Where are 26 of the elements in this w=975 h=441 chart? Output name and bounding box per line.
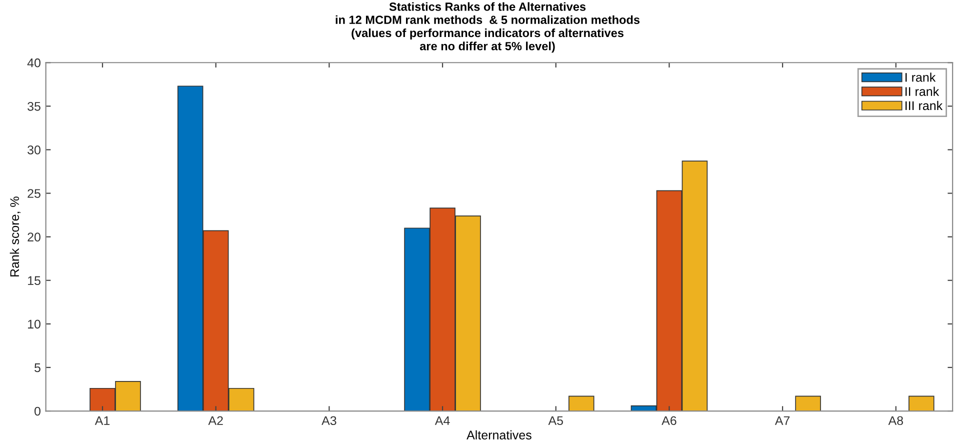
x-axis-title: Alternatives bbox=[466, 430, 532, 440]
y-tick-label: 20 bbox=[28, 232, 40, 242]
x-tick-label: A1 bbox=[94, 416, 110, 425]
y-tick-label: 0 bbox=[34, 406, 40, 416]
x-tick-label: A7 bbox=[774, 416, 790, 425]
y-tick-label: 35 bbox=[28, 102, 40, 111]
y-tick-label: 5 bbox=[34, 363, 40, 372]
legend-label: I rank bbox=[906, 72, 936, 82]
bar bbox=[568, 396, 594, 412]
y-tick-label: 15 bbox=[28, 276, 40, 286]
y-tick-label: 10 bbox=[28, 320, 40, 329]
y-axis-title: Rank score, % bbox=[10, 196, 21, 276]
y-tick-label: 40 bbox=[27, 58, 40, 68]
legend-label: III rank bbox=[906, 100, 943, 110]
x-tick-label: A2 bbox=[208, 416, 223, 425]
x-tick-label: A6 bbox=[662, 416, 676, 426]
x-tick-label: A4 bbox=[434, 416, 450, 425]
x-tick-label: A3 bbox=[322, 416, 336, 426]
bar bbox=[908, 396, 934, 412]
y-tick-label: 30 bbox=[28, 146, 40, 154]
legend-label: II rank bbox=[906, 86, 940, 96]
y-tick-label: 25 bbox=[28, 189, 40, 198]
chart-title: Statistics Ranks of the Alternatives in 12 MCDM rank methods & 5 normalization methods (values of performance indicators of alternatives are no differ at 5% level) bbox=[336, 2, 640, 53]
x-tick-label: A8 bbox=[888, 416, 904, 426]
x-tick-label: A5 bbox=[548, 416, 563, 426]
bar bbox=[795, 396, 821, 412]
